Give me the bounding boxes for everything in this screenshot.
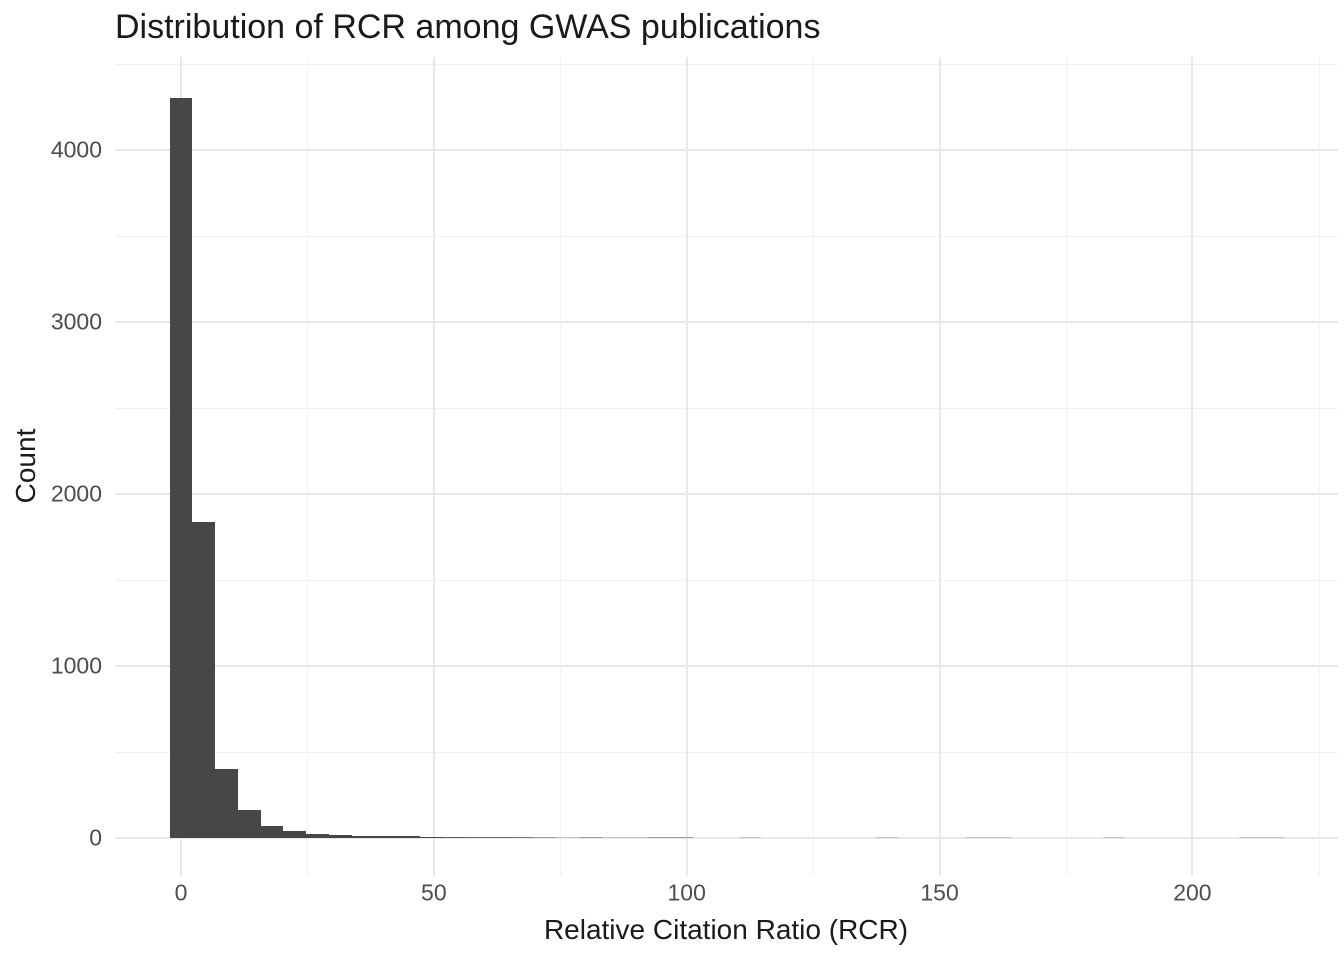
histogram-bar [624,837,648,838]
histogram-bar [1239,837,1262,838]
histogram-bar [169,98,193,838]
histogram-bar [351,836,375,838]
histogram-bar [579,837,602,838]
histogram-bar [1102,837,1126,838]
histogram-bar [510,837,534,838]
histogram-bar [374,836,398,838]
y-tick-label: 4000 [50,136,102,163]
histogram-bar [215,769,238,838]
plot-title: Distribution of RCR among GWAS publicati… [115,8,821,46]
grid-major-horizontal [115,493,1338,495]
histogram-bar [442,837,466,838]
grid-major-horizontal [115,665,1338,667]
grid-major-horizontal [115,149,1338,151]
grid-major-horizontal [115,837,1338,839]
histogram-bar [328,835,352,838]
histogram-bar [670,837,693,838]
histogram-bar [875,837,898,838]
grid-major-vertical [685,57,688,876]
y-tick-label: 0 [89,824,102,851]
grid-minor-horizontal [115,408,1338,409]
histogram-bar [192,522,216,838]
histogram-bar [556,837,580,838]
grid-minor-vertical [560,57,562,876]
grid-minor-vertical [1318,57,1320,876]
x-axis-title: Relative Citation Ratio (RCR) [543,914,909,945]
histogram-bar [1261,837,1285,838]
grid-major-vertical [1191,57,1194,876]
histogram-bar [260,826,284,838]
x-tick-label: 100 [667,879,706,906]
grid-minor-horizontal [115,64,1338,65]
grid-minor-vertical [813,57,815,876]
grid-minor-vertical [307,57,309,876]
grid-minor-vertical [1065,57,1067,876]
histogram-bar [419,837,443,838]
histogram-bar [647,837,671,838]
histogram-bar [397,836,420,838]
x-tick-label: 200 [1173,879,1212,906]
histogram-bar [465,837,489,838]
histogram-bar [988,837,1012,838]
grid-major-vertical [432,57,435,876]
y-tick-label: 2000 [50,480,102,507]
histogram-bar [306,834,329,838]
grid-minor-horizontal [115,236,1338,237]
grid-major-horizontal [115,321,1338,323]
histogram-bar [738,837,762,838]
grid-minor-horizontal [115,580,1338,581]
histogram-bar [237,810,261,838]
grid-major-vertical [938,57,941,876]
histogram-bar [533,837,557,838]
y-tick-label: 3000 [50,308,102,335]
x-tick-label: 50 [421,879,447,906]
x-tick-label: 0 [174,879,188,906]
histogram-bar [601,837,625,838]
y-tick-label: 1000 [50,652,102,679]
histogram-bar [488,837,511,838]
histogram-bar [283,831,307,838]
x-tick-label: 150 [920,879,959,906]
histogram-bar [966,837,989,838]
grid-minor-horizontal [115,752,1338,753]
